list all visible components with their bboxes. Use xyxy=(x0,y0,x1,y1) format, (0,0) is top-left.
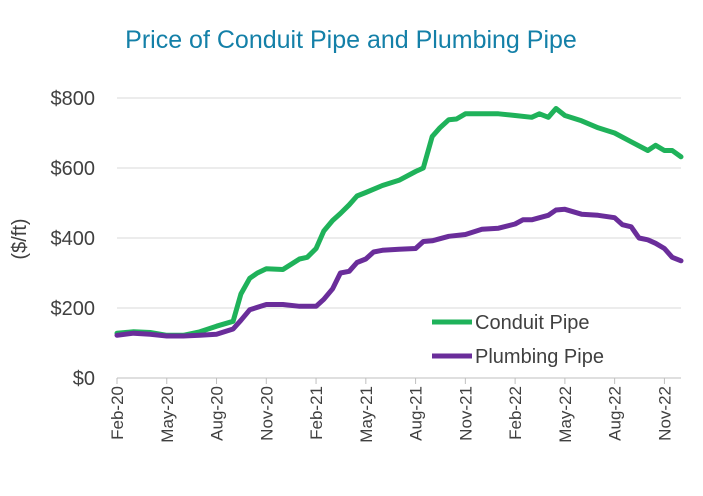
y-tick-label: $400 xyxy=(51,228,96,250)
x-tick-label: Aug-21 xyxy=(407,386,426,441)
x-tick-label: Aug-20 xyxy=(208,386,227,441)
legend-label: Plumbing Pipe xyxy=(475,346,604,368)
x-tick-label: Feb-21 xyxy=(307,386,326,440)
series-line-conduit-pipe xyxy=(114,106,684,338)
legend: Conduit Pipe Plumbing Pipe xyxy=(432,312,604,368)
x-tick-label: May-20 xyxy=(158,386,177,443)
series-lines xyxy=(114,106,684,339)
chart-title: Price of Conduit Pipe and Plumbing Pipe xyxy=(125,26,577,54)
axes: $0 $200 $400 $600 $800 Feb-20 May-20 Aug-20 Nov-… xyxy=(51,88,681,443)
x-tick-label: May-22 xyxy=(556,386,575,443)
x-tick-label: May-21 xyxy=(357,386,376,443)
y-tick-label: $800 xyxy=(51,88,96,110)
gridlines xyxy=(117,97,681,309)
x-tick-label: Nov-22 xyxy=(655,386,674,441)
y-tick-label: $200 xyxy=(51,298,96,320)
x-tick-label: Nov-20 xyxy=(257,386,276,441)
y-tick-label: $600 xyxy=(51,158,96,180)
y-axis-label: ($/ft) xyxy=(9,218,31,259)
x-tick-label: Feb-22 xyxy=(506,386,525,440)
y-tick-label: $0 xyxy=(73,368,95,390)
x-tick-label: Aug-22 xyxy=(606,386,625,441)
x-tick-label: Nov-21 xyxy=(456,386,475,441)
legend-label: Conduit Pipe xyxy=(475,312,590,334)
series-line-plumbing-pipe xyxy=(114,206,684,339)
x-tick-label: Feb-20 xyxy=(108,386,127,440)
